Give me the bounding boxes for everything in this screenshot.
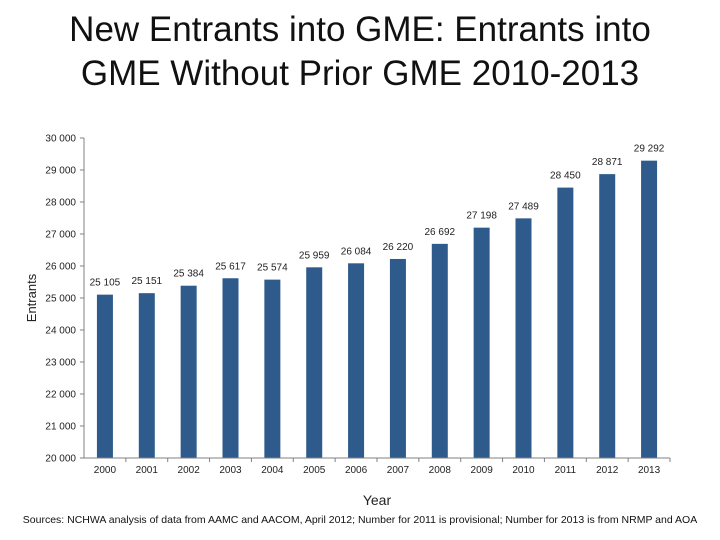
bar-2005 [306, 267, 323, 458]
bar-2006 [348, 263, 365, 458]
data-label-2009: 27 198 [466, 211, 497, 222]
bar-2001 [138, 293, 155, 458]
x-tick-label-2007: 2007 [387, 465, 410, 476]
x-tick-label-2001: 2001 [136, 465, 159, 476]
x-axis-ticks: 2000 2001 2002 2003 2004 2005 2006 2007 2008 2009… [94, 458, 671, 476]
y-tick-label: 21 000 [45, 422, 76, 433]
data-label-2000: 25 105 [90, 278, 121, 289]
chart-title-line-1: New Entrants into GME: Entrants into [69, 10, 651, 49]
bar-2004 [264, 279, 281, 458]
source-note: Sources: NCHWA analysis of data from AAM… [22, 514, 698, 526]
x-axis-label: Year [363, 492, 392, 508]
bars [96, 160, 658, 459]
bar-2003 [222, 278, 239, 458]
data-label-2007: 26 220 [383, 242, 414, 253]
x-tick-label-2000: 2000 [94, 465, 117, 476]
y-axis-label: Entrants [24, 273, 39, 322]
bar-2000 [96, 294, 113, 458]
y-tick-label: 20 000 [45, 454, 76, 465]
y-tick-label: 28 000 [45, 198, 76, 209]
x-tick-label-2012: 2012 [596, 465, 619, 476]
data-label-2012: 28 871 [592, 157, 623, 168]
x-tick-label-2008: 2008 [429, 465, 452, 476]
chart-title: New Entrants into GME: Entrants into GME… [0, 8, 720, 96]
data-label-2008: 26 692 [424, 227, 455, 238]
data-label-2001: 25 151 [131, 276, 162, 287]
data-label-2013: 29 292 [634, 144, 665, 155]
data-labels: 25 105 25 151 25 384 25 617 25 574 25 959 26 0… [90, 144, 665, 289]
x-tick-label-2010: 2010 [512, 465, 535, 476]
x-tick-label-2005: 2005 [303, 465, 326, 476]
bar-2010 [515, 218, 532, 458]
x-tick-label-2013: 2013 [638, 465, 661, 476]
data-label-2002: 25 384 [173, 269, 204, 280]
bar-2002 [180, 285, 197, 458]
y-tick-label: 23 000 [45, 358, 76, 369]
x-tick-label-2002: 2002 [178, 465, 201, 476]
bar-2013 [641, 160, 658, 458]
y-tick-label: 24 000 [45, 326, 76, 337]
y-tick-label: 29 000 [45, 166, 76, 177]
bar-2012 [599, 174, 616, 459]
data-label-2005: 25 959 [299, 250, 330, 261]
y-axis-ticks: 20 000 21 000 22 000 23 000 24 000 25 000 26 0… [45, 134, 84, 465]
x-tick-label-2006: 2006 [345, 465, 368, 476]
data-label-2003: 25 617 [215, 261, 246, 272]
y-tick-label: 22 000 [45, 390, 76, 401]
x-tick-label-2009: 2009 [471, 465, 494, 476]
x-tick-label-2003: 2003 [219, 465, 242, 476]
y-tick-label: 27 000 [45, 230, 76, 241]
chart-title-line-2: GME Without Prior GME 2010-2013 [80, 54, 640, 93]
y-tick-label: 26 000 [45, 262, 76, 273]
data-label-2006: 26 084 [341, 246, 372, 257]
data-label-2004: 25 574 [257, 263, 288, 274]
x-tick-label-2004: 2004 [261, 465, 284, 476]
y-tick-label: 30 000 [45, 134, 76, 145]
bar-2011 [557, 187, 574, 458]
bar-2007 [389, 258, 406, 458]
data-label-2011: 28 450 [550, 171, 581, 182]
data-label-2010: 27 489 [508, 201, 539, 212]
x-tick-label-2011: 2011 [555, 465, 577, 476]
bar-2008 [431, 243, 448, 458]
y-tick-label: 25 000 [45, 294, 76, 305]
bar-2009 [473, 227, 490, 458]
